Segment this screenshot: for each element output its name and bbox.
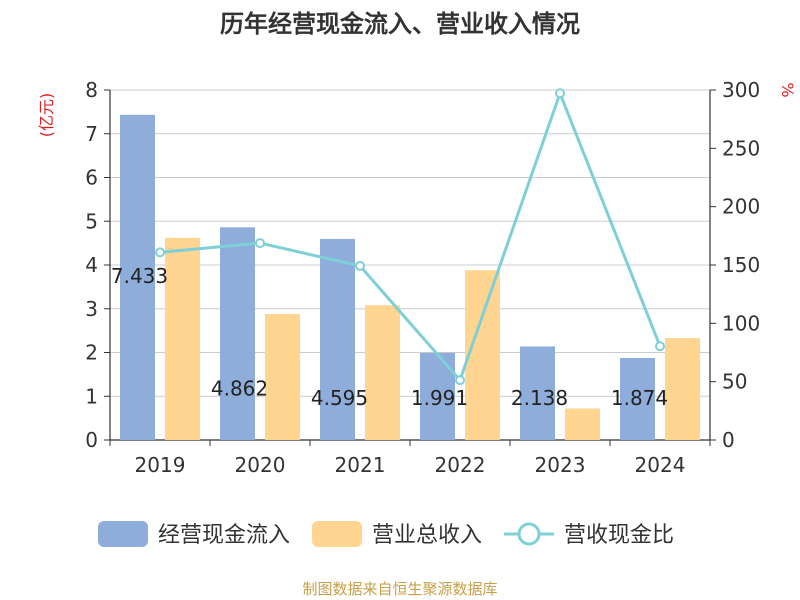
x-axis-tick-label: 2021 [335, 453, 386, 477]
ratio-line-path [159, 88, 662, 384]
gridlines [110, 89, 710, 397]
left-axis-tick-label: 1 [85, 384, 98, 408]
data-label: 2.138 [511, 386, 568, 410]
ratio-point [655, 341, 665, 352]
cash-inflow-bar [120, 114, 155, 441]
ratio-point [355, 260, 365, 271]
left-axis-tick-label: 0 [85, 428, 98, 452]
ratio-point [555, 88, 565, 99]
right-axis-tick-label: 50 [722, 370, 747, 394]
legend-label: 营收现金比 [564, 523, 674, 548]
left-axis-tick-label: 8 [85, 78, 98, 102]
x-axis-tick-label: 2022 [435, 453, 486, 477]
data-label: 1.874 [611, 386, 668, 410]
right-axis-tick-label: 300 [722, 78, 760, 102]
ratio-point [255, 238, 265, 249]
ratio-point [455, 375, 465, 386]
revenue-bar [265, 314, 300, 440]
ratio-line [155, 88, 665, 386]
x-axis-tick-label: 2020 [235, 453, 286, 477]
data-label: 4.595 [311, 386, 368, 410]
axes: 0 1 2 3 4 5 6 7 8 0 50 100 150 200 250 300 2019 2020 2021 2… [85, 78, 760, 477]
x-axis-tick-label: 2024 [635, 453, 686, 477]
left-axis-tick-label: 7 [85, 122, 98, 146]
ratio-point [155, 247, 165, 258]
left-axis-tick-label: 6 [85, 166, 98, 190]
cash-inflow-bar [520, 346, 555, 440]
x-axis-tick-label: 2019 [135, 453, 186, 477]
left-axis-tick-label: 3 [85, 297, 98, 321]
cash-inflow-bar [620, 358, 655, 440]
data-label: 1.991 [411, 386, 468, 410]
revenue-bar [165, 237, 200, 440]
left-axis-unit: (亿元) [37, 93, 56, 138]
data-label: 4.862 [211, 376, 268, 400]
data-label: 7.433 [111, 264, 168, 288]
left-axis-tick-label: 5 [85, 209, 98, 233]
legend-label: 营业总收入 [372, 523, 482, 548]
right-axis-tick-label: 150 [722, 253, 760, 277]
right-axis-tick-label: 200 [722, 195, 760, 219]
cash-inflow-bar [320, 238, 355, 440]
revenue-bar [465, 270, 500, 440]
bars [120, 114, 700, 441]
legend-swatch-revenue [312, 521, 362, 547]
left-axis-tick-label: 2 [85, 341, 98, 365]
legend-swatch-cash-inflow [98, 521, 148, 547]
legend-label: 经营现金流入 [158, 523, 290, 548]
right-axis-tick-label: 250 [722, 136, 760, 160]
source-note: 制图数据来自恒生聚源数据库 [302, 580, 497, 598]
cash-inflow-bar [220, 227, 255, 440]
right-axis-unit: % [778, 82, 797, 97]
revenue-bar [565, 408, 600, 440]
x-axis-tick-label: 2023 [535, 453, 586, 477]
chart-title: 历年经营现金流入、营业收入情况 [220, 10, 580, 38]
legend: 经营现金流入 营业总收入 营收现金比 [98, 521, 674, 548]
legend-swatch-ratio-marker [517, 522, 541, 546]
revenue-bar [365, 305, 400, 440]
revenue-bar [665, 338, 700, 440]
left-axis-tick-label: 4 [85, 253, 98, 277]
data-labels: 7.433 4.862 4.595 1.991 2.138 1.874 [111, 264, 668, 410]
right-axis-tick-label: 0 [722, 428, 735, 452]
right-axis-tick-label: 100 [722, 311, 760, 335]
